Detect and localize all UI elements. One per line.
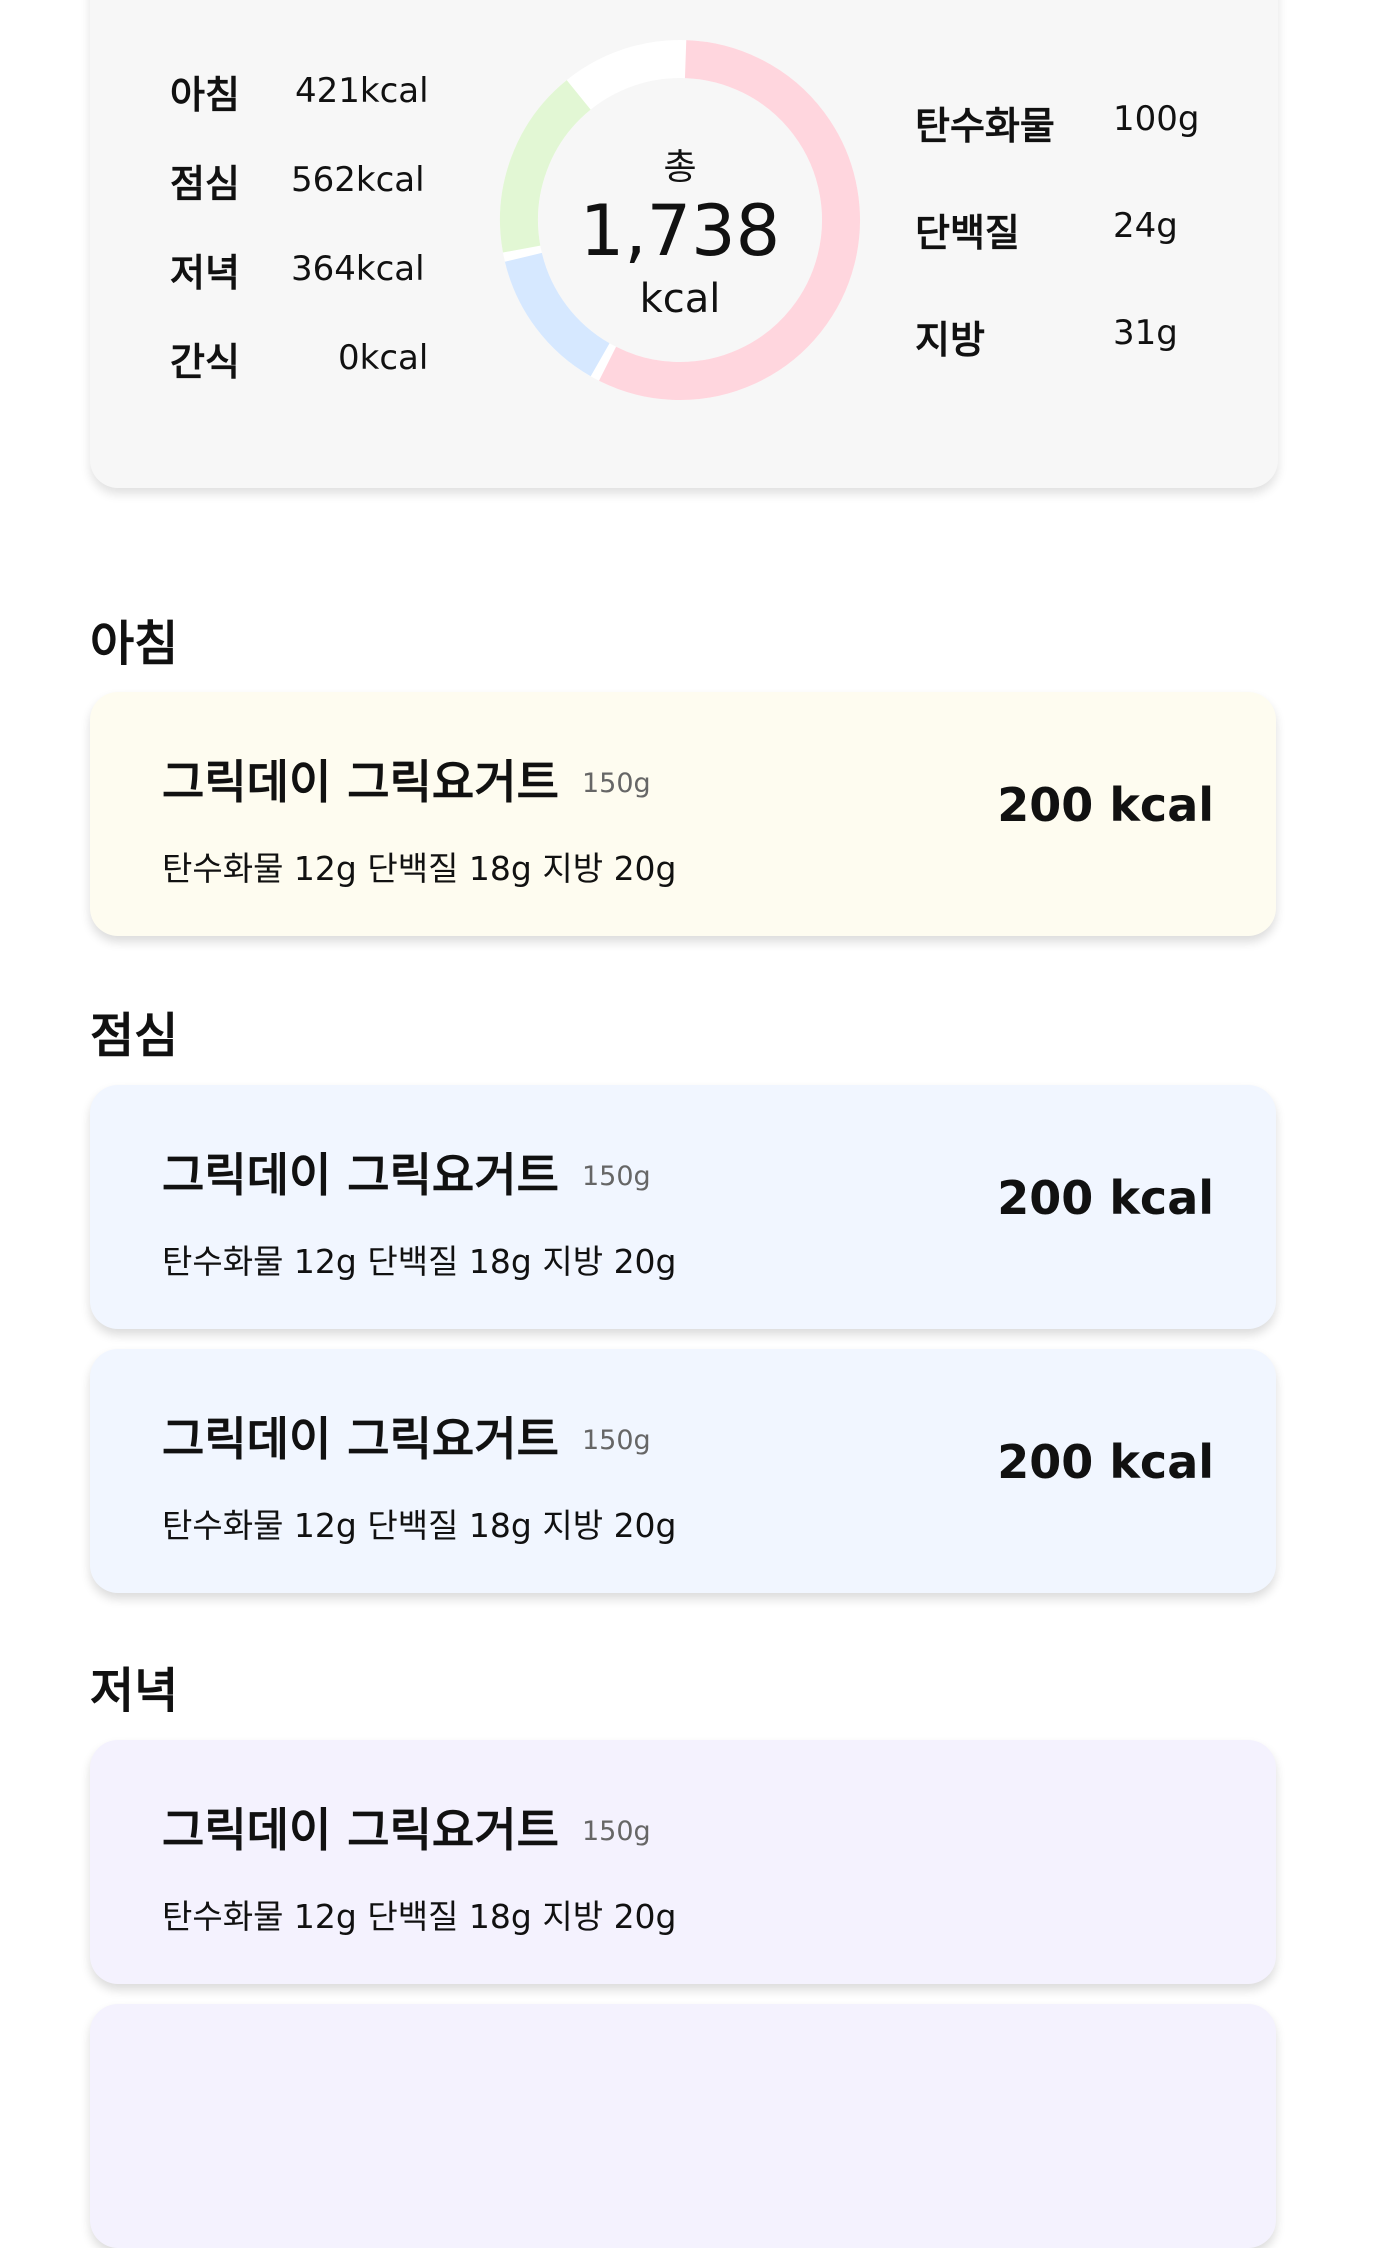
food-kcal: 200 kcal: [997, 1435, 1214, 1489]
section-title-dinner: 저녁: [90, 1663, 179, 1719]
meal-kcal: 0kcal: [338, 338, 429, 378]
meal-kcal: 421kcal: [295, 71, 429, 111]
meal-name: 간식: [170, 339, 240, 384]
total-value: 1,738: [579, 190, 781, 272]
food-card-partial[interactable]: [90, 2004, 1276, 2248]
macro-value: 100g: [1113, 99, 1200, 139]
macro-name: 지방: [915, 318, 985, 362]
ring-fat-segment: [500, 80, 591, 253]
food-macros: 탄수화물 12g 단백질 18g 지방 20g: [162, 1242, 677, 1281]
food-name: 그릭데이 그릭요거트: [162, 1803, 559, 1857]
food-macros: 탄수화물 12g 단백질 18g 지방 20g: [162, 849, 677, 888]
food-name: 그릭데이 그릭요거트: [162, 1148, 559, 1202]
ring-carb-segment: [599, 40, 860, 400]
total-label: 총: [663, 147, 697, 188]
food-card[interactable]: 그릭데이 그릭요거트 150g 탄수화물 12g 단백질 18g 지방 20g …: [90, 692, 1276, 936]
food-macros: 탄수화물 12g 단백질 18g 지방 20g: [162, 1897, 677, 1936]
food-card[interactable]: 그릭데이 그릭요거트 150g 탄수화물 12g 단백질 18g 지방 20g …: [90, 1085, 1276, 1329]
food-name: 그릭데이 그릭요거트: [162, 755, 559, 809]
food-card[interactable]: 그릭데이 그릭요거트 150g 탄수화물 12g 단백질 18g 지방 20g …: [90, 1349, 1276, 1593]
meal-name: 저녁: [170, 250, 240, 295]
food-macros: 탄수화물 12g 단백질 18g 지방 20g: [162, 1506, 677, 1545]
macro-value: 24g: [1113, 206, 1178, 246]
food-name: 그릭데이 그릭요거트: [162, 1412, 559, 1466]
food-weight: 150g: [582, 1425, 651, 1456]
meal-kcal: 364kcal: [291, 249, 425, 289]
macro-name: 단백질: [915, 211, 1020, 255]
macro-value: 31g: [1113, 313, 1178, 353]
macro-ring-chart: [500, 40, 860, 400]
macro-name: 탄수화물: [915, 104, 1055, 148]
total-unit: kcal: [639, 276, 721, 322]
food-weight: 150g: [582, 1161, 651, 1192]
meal-name: 아침: [170, 72, 240, 117]
ring-protein-segment: [504, 252, 610, 377]
section-title-lunch: 점심: [90, 1008, 179, 1064]
total-calories: 총 1,738 kcal: [480, 20, 880, 420]
food-kcal: 200 kcal: [997, 778, 1214, 832]
food-kcal: 200 kcal: [997, 1171, 1214, 1225]
food-weight: 150g: [582, 768, 651, 799]
meal-kcal: 562kcal: [291, 160, 425, 200]
section-title-breakfast: 아침: [90, 616, 179, 672]
food-weight: 150g: [582, 1816, 651, 1847]
meal-name: 점심: [170, 161, 240, 206]
daily-summary-card: [90, 0, 1278, 488]
food-card[interactable]: 그릭데이 그릭요거트 150g 탄수화물 12g 단백질 18g 지방 20g: [90, 1740, 1276, 1984]
